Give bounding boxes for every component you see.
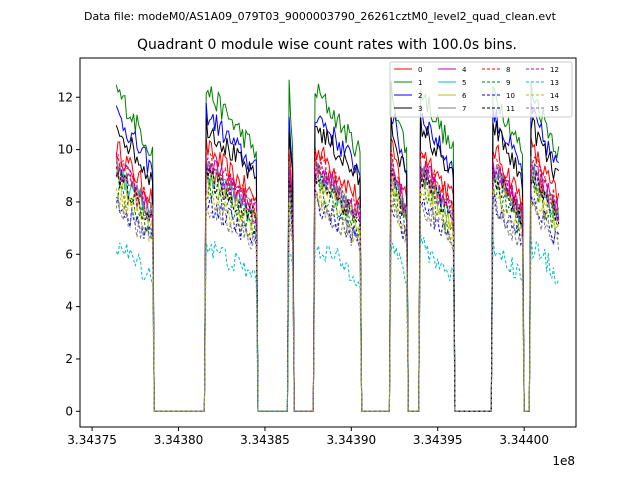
y-tick-label: 0 — [65, 404, 73, 418]
legend-label-5: 5 — [462, 79, 466, 87]
y-tick-label: 12 — [58, 90, 73, 104]
series-line-13 — [115, 232, 560, 412]
legend-label-6: 6 — [462, 92, 467, 100]
legend-label-11: 11 — [506, 105, 515, 113]
plot-lines — [115, 79, 560, 412]
series-line-12 — [115, 156, 560, 412]
plot-frame — [79, 57, 577, 428]
legend-frame — [389, 61, 573, 118]
legend-label-1: 1 — [418, 79, 422, 87]
legend-label-8: 8 — [506, 66, 510, 74]
y-tick-label: 6 — [65, 247, 73, 261]
x-offset-label: 1e8 — [552, 454, 575, 468]
suptitle: Data file: modeM0/AS1A09_079T03_90000037… — [84, 10, 557, 23]
x-tick-label: 3.34400 — [499, 433, 549, 447]
y-tick-label: 4 — [65, 300, 73, 314]
legend-label-10: 10 — [506, 92, 515, 100]
legend-label-14: 14 — [550, 92, 559, 100]
legend-label-0: 0 — [418, 66, 422, 74]
x-tick-label: 3.34390 — [327, 433, 377, 447]
series-line-15 — [115, 194, 560, 412]
legend-label-2: 2 — [418, 92, 422, 100]
x-axis-ticks: 3.34375 3.34380 3.34385 3.34390 3.34395 3.344… — [67, 427, 549, 447]
y-tick-label: 10 — [58, 143, 73, 157]
legend-label-4: 4 — [462, 66, 467, 74]
x-tick-label: 3.34395 — [413, 433, 463, 447]
x-tick-label: 3.34385 — [240, 433, 290, 447]
x-tick-label: 3.34380 — [154, 433, 204, 447]
chart-title: Quadrant 0 module wise count rates with … — [137, 37, 517, 53]
y-axis-ticks: 0 2 4 6 8 10 12 — [58, 90, 80, 418]
y-tick-label: 8 — [65, 195, 73, 209]
legend-label-15: 15 — [550, 105, 559, 113]
legend-label-12: 12 — [550, 66, 559, 74]
legend-label-7: 7 — [462, 105, 466, 113]
y-tick-label: 2 — [65, 352, 73, 366]
legend-label-9: 9 — [506, 79, 510, 87]
legend-label-13: 13 — [550, 79, 559, 87]
legend-label-3: 3 — [418, 105, 422, 113]
x-tick-label: 3.34375 — [67, 433, 117, 447]
